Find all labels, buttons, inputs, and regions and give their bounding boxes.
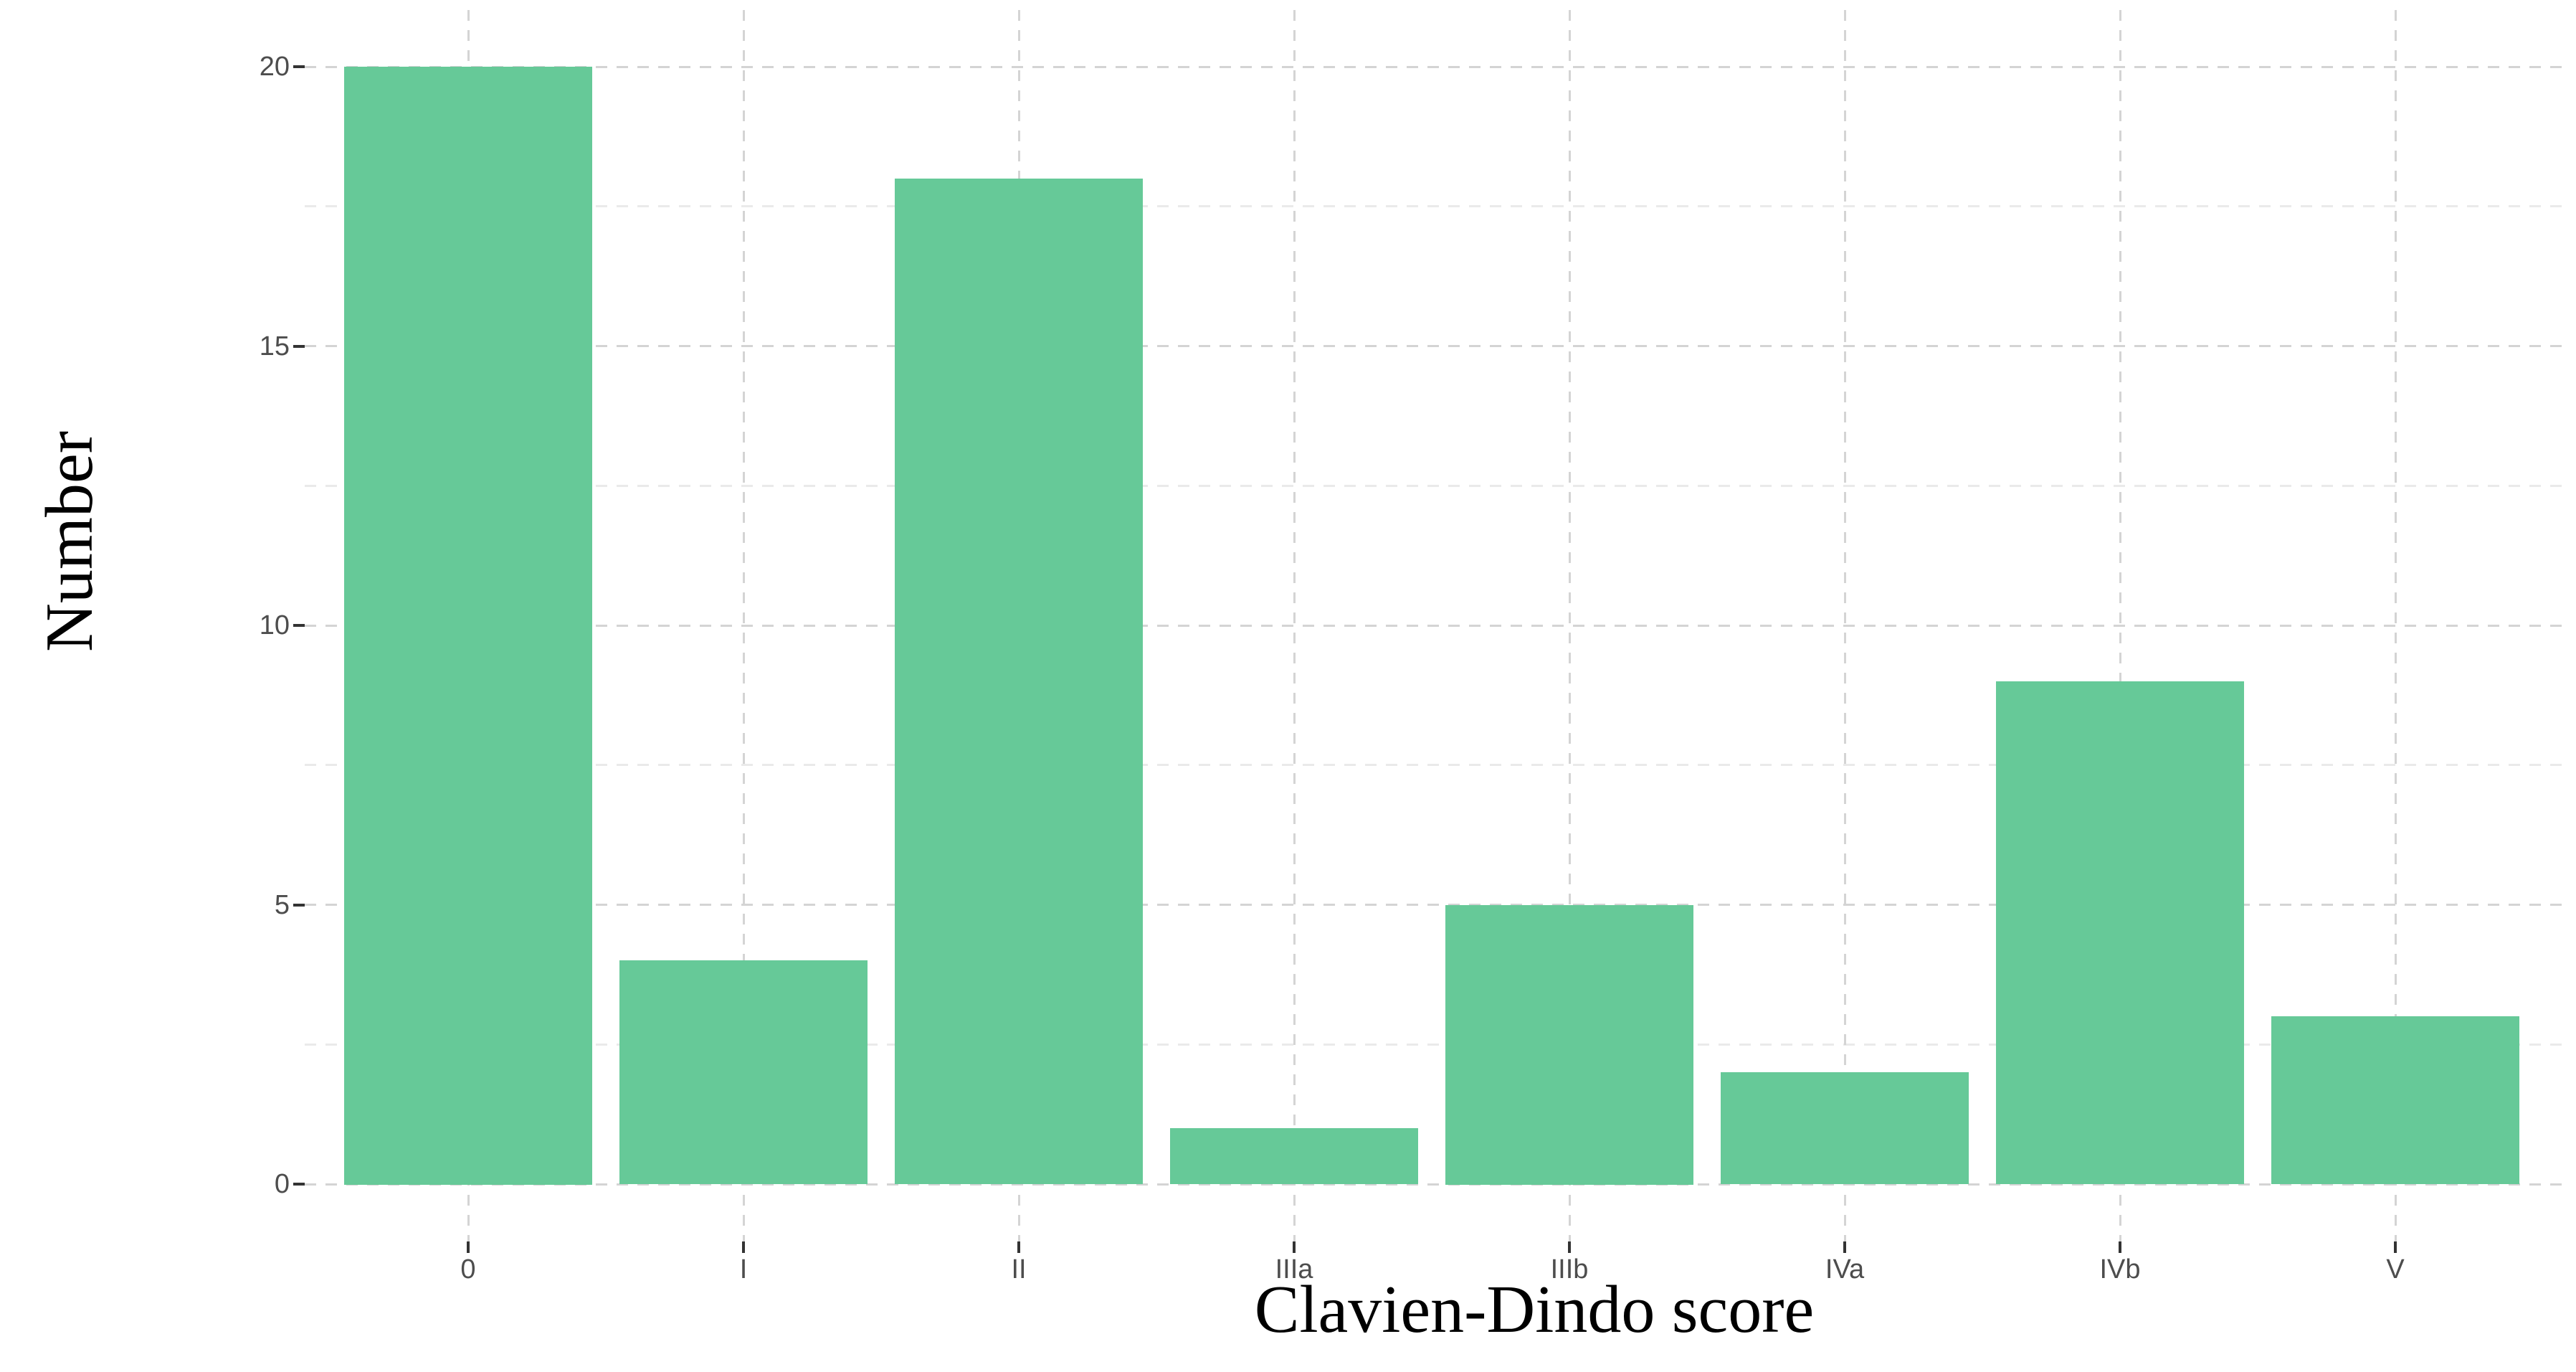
y-tick-label: 0 bbox=[274, 1169, 290, 1199]
gridline-horizontal-minor bbox=[305, 484, 2563, 487]
x-tick bbox=[2119, 1241, 2121, 1253]
gridline-horizontal-major bbox=[305, 345, 2563, 347]
gridline-horizontal-minor bbox=[305, 764, 2563, 767]
x-tick-label: II bbox=[1011, 1254, 1027, 1285]
x-tick-label: 0 bbox=[460, 1254, 476, 1285]
x-tick bbox=[2394, 1241, 2397, 1253]
y-tick bbox=[293, 344, 305, 348]
y-tick bbox=[293, 624, 305, 627]
y-tick-label: 10 bbox=[259, 610, 290, 640]
x-tick bbox=[742, 1241, 745, 1253]
x-tick bbox=[1293, 1241, 1296, 1253]
y-axis-title: Number bbox=[32, 430, 107, 653]
x-tick bbox=[1568, 1241, 1571, 1253]
y-tick bbox=[293, 903, 305, 907]
gridline-vertical-major bbox=[2394, 10, 2397, 1241]
x-tick bbox=[467, 1241, 470, 1253]
gridline-horizontal-major bbox=[305, 624, 2563, 627]
plot-panel bbox=[305, 10, 2563, 1241]
gridline-vertical-major bbox=[1843, 10, 1846, 1241]
y-tick-label: 15 bbox=[259, 331, 290, 361]
bar-V bbox=[2271, 1016, 2519, 1185]
x-tick bbox=[1843, 1241, 1846, 1253]
bar-I bbox=[619, 960, 868, 1185]
bar-IVb bbox=[1996, 681, 2244, 1185]
x-tick-label: V bbox=[2386, 1254, 2405, 1285]
gridline-horizontal-major bbox=[305, 904, 2563, 906]
bar-II bbox=[895, 178, 1143, 1185]
bar-IIIb bbox=[1445, 904, 1693, 1185]
x-tick bbox=[1017, 1241, 1020, 1253]
gridline-vertical-major bbox=[2119, 10, 2121, 1241]
x-tick-label: IVa bbox=[1825, 1254, 1865, 1285]
y-tick bbox=[293, 65, 305, 68]
x-axis-title: Clavien-Dindo score bbox=[1254, 1272, 1815, 1347]
bar-0 bbox=[344, 67, 592, 1185]
gridline-vertical-major bbox=[742, 10, 745, 1241]
y-tick bbox=[293, 1183, 305, 1186]
gridline-horizontal-major bbox=[305, 1183, 2563, 1186]
gridline-vertical-major bbox=[1293, 10, 1296, 1241]
x-tick-label: IVb bbox=[2099, 1254, 2141, 1285]
gridline-horizontal-major bbox=[305, 65, 2563, 68]
y-tick-label: 5 bbox=[274, 889, 290, 920]
x-tick-label: IIIa bbox=[1275, 1254, 1313, 1285]
y-tick-label: 20 bbox=[259, 52, 290, 82]
gridline-horizontal-minor bbox=[305, 205, 2563, 208]
gridline-vertical-major bbox=[1568, 10, 1571, 1241]
x-tick-label: IIIb bbox=[1550, 1254, 1589, 1285]
bar-IIIa bbox=[1170, 1128, 1418, 1185]
gridline-horizontal-minor bbox=[305, 1043, 2563, 1046]
bar-IVa bbox=[1721, 1072, 1969, 1185]
x-tick-label: I bbox=[739, 1254, 748, 1285]
